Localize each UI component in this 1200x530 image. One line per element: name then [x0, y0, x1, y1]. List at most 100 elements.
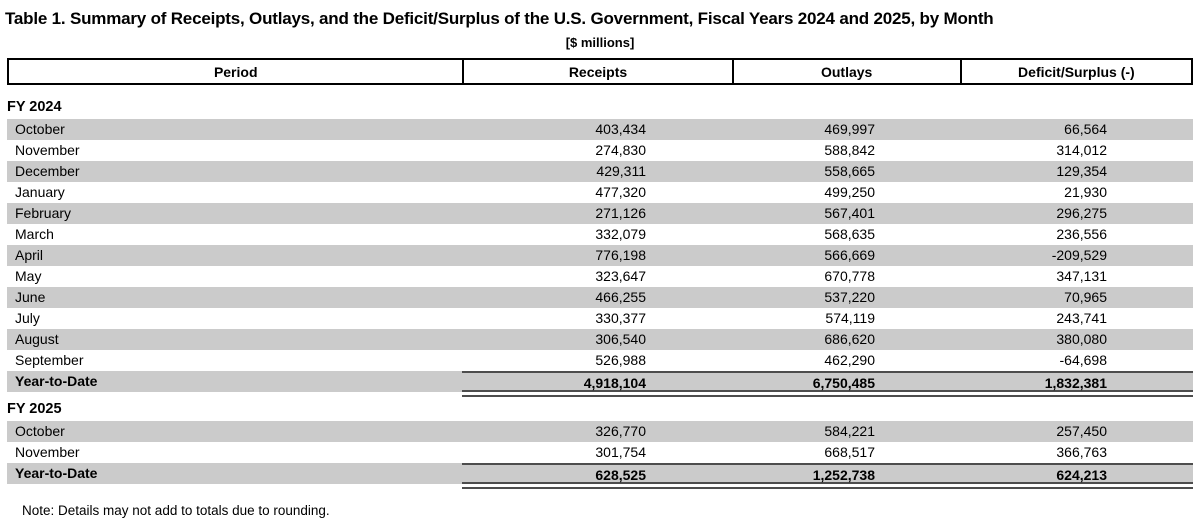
total-underline: [7, 392, 1193, 398]
numeric-cells: 4,918,104 6,750,485 1,832,381: [462, 371, 1193, 392]
table-row: October 326,770 584,221 257,450: [7, 421, 1193, 442]
column-header-deficit: Deficit/Surplus (-): [959, 60, 1191, 83]
table-row: December 429,311 558,665 129,354: [7, 161, 1193, 182]
deficit-cell: 70,965: [1064, 289, 1107, 305]
period-cell: Year-to-Date: [15, 373, 98, 389]
footnote: Note: Details may not add to totals due …: [22, 503, 330, 518]
receipts-cell: 4,918,104: [583, 375, 646, 391]
receipts-cell: 301,754: [595, 444, 646, 460]
table-row: September 526,988 462,290 -64,698: [7, 350, 1193, 371]
numeric-cells: 323,647 670,778 347,131: [462, 266, 1193, 287]
outlays-cell: 469,997: [824, 121, 875, 137]
section-label-fy2024: FY 2024: [7, 99, 62, 115]
period-cell: May: [15, 268, 42, 284]
deficit-cell: 129,354: [1056, 163, 1107, 179]
receipts-cell: 776,198: [595, 247, 646, 263]
table-header-row: Period Receipts Outlays Deficit/Surplus …: [7, 58, 1193, 85]
outlays-cell: 686,620: [824, 331, 875, 347]
table-row: January 477,320 499,250 21,930: [7, 182, 1193, 203]
numeric-cells: 403,434 469,997 66,564: [462, 119, 1193, 140]
period-cell: April: [15, 247, 44, 263]
year-to-date-row-fy2024: Year-to-Date 4,918,104 6,750,485 1,832,3…: [7, 371, 1193, 392]
outlays-cell: 584,221: [824, 423, 875, 439]
numeric-cells: 306,540 686,620 380,080: [462, 329, 1193, 350]
period-cell: January: [15, 184, 65, 200]
outlays-cell: 558,665: [824, 163, 875, 179]
receipts-cell: 477,320: [595, 184, 646, 200]
deficit-cell: 21,930: [1064, 184, 1107, 200]
outlays-cell: 568,635: [824, 226, 875, 242]
period-cell: June: [15, 289, 46, 305]
table-row: August 306,540 686,620 380,080: [7, 329, 1193, 350]
receipts-cell: 429,311: [596, 163, 646, 179]
receipts-cell: 526,988: [595, 352, 646, 368]
receipts-cell: 274,830: [595, 142, 646, 158]
numeric-cells: 332,079 568,635 236,556: [462, 224, 1193, 245]
table-subtitle: [$ millions]: [565, 35, 635, 50]
numeric-cells: 429,311 558,665 129,354: [462, 161, 1193, 182]
section-label-fy2025: FY 2025: [7, 401, 62, 417]
period-cell: October: [15, 121, 65, 137]
period-cell: February: [15, 205, 72, 221]
numeric-cells: 330,377 574,119 243,741: [462, 308, 1193, 329]
period-cell: Year-to-Date: [15, 465, 98, 481]
deficit-cell: 314,012: [1056, 142, 1107, 158]
outlays-cell: 567,401: [824, 205, 875, 221]
numeric-cells: 776,198 566,669 -209,529: [462, 245, 1193, 266]
table-row: March 332,079 568,635 236,556: [7, 224, 1193, 245]
receipts-cell: 326,770: [595, 423, 646, 439]
deficit-cell: -209,529: [1051, 247, 1107, 263]
deficit-cell: 243,741: [1056, 310, 1107, 326]
numeric-cells: 301,754 668,517 366,763: [462, 442, 1193, 463]
receipts-cell: 330,377: [595, 310, 646, 326]
numeric-cells: 526,988 462,290 -64,698: [462, 350, 1193, 371]
period-cell: November: [15, 444, 80, 460]
outlays-cell: 588,842: [824, 142, 875, 158]
numeric-cells: 326,770 584,221 257,450: [462, 421, 1193, 442]
table-row: February 271,126 567,401 296,275: [7, 203, 1193, 224]
receipts-cell: 466,255: [595, 289, 646, 305]
outlays-cell: 499,250: [824, 184, 875, 200]
receipts-cell: 403,434: [595, 121, 646, 137]
table-row: November 274,830 588,842 314,012: [7, 140, 1193, 161]
outlays-cell: 566,669: [824, 247, 875, 263]
outlays-cell: 1,252,738: [812, 467, 875, 483]
deficit-cell: 347,131: [1056, 268, 1107, 284]
period-cell: October: [15, 423, 65, 439]
column-header-receipts: Receipts: [462, 60, 731, 83]
receipts-cell: 271,126: [595, 205, 646, 221]
period-cell: August: [15, 331, 59, 347]
outlays-cell: 668,517: [824, 444, 875, 460]
period-cell: September: [15, 352, 84, 368]
deficit-cell: 257,450: [1056, 423, 1107, 439]
table-row: May 323,647 670,778 347,131: [7, 266, 1193, 287]
column-header-outlays: Outlays: [731, 60, 960, 83]
period-cell: March: [15, 226, 54, 242]
total-underline-segment: [462, 392, 1193, 397]
deficit-cell: 236,556: [1056, 226, 1107, 242]
table-row: October 403,434 469,997 66,564: [7, 119, 1193, 140]
deficit-cell: 380,080: [1056, 331, 1107, 347]
column-header-period: Period: [213, 63, 258, 80]
period-cell: July: [15, 310, 40, 326]
period-cell: December: [15, 163, 80, 179]
numeric-cells: 466,255 537,220 70,965: [462, 287, 1193, 308]
deficit-cell: 1,832,381: [1044, 375, 1107, 391]
numeric-cells: 477,320 499,250 21,930: [462, 182, 1193, 203]
summary-table: Period Receipts Outlays Deficit/Surplus …: [7, 58, 1193, 490]
period-cell: November: [15, 142, 80, 158]
deficit-cell: -64,698: [1059, 352, 1107, 368]
outlays-cell: 537,220: [824, 289, 875, 305]
table-body: FY 2024 October 403,434 469,997 66,564 N…: [7, 96, 1193, 490]
table-row: April 776,198 566,669 -209,529: [7, 245, 1193, 266]
receipts-cell: 306,540: [595, 331, 646, 347]
deficit-cell: 296,275: [1056, 205, 1107, 221]
numeric-cells: 628,525 1,252,738 624,213: [462, 463, 1193, 484]
receipts-cell: 323,647: [595, 268, 646, 284]
total-underline: [7, 484, 1193, 490]
outlays-cell: 670,778: [824, 268, 875, 284]
numeric-cells: 274,830 588,842 314,012: [462, 140, 1193, 161]
table-title: Table 1. Summary of Receipts, Outlays, a…: [5, 9, 994, 28]
year-to-date-row-fy2025: Year-to-Date 628,525 1,252,738 624,213: [7, 463, 1193, 484]
